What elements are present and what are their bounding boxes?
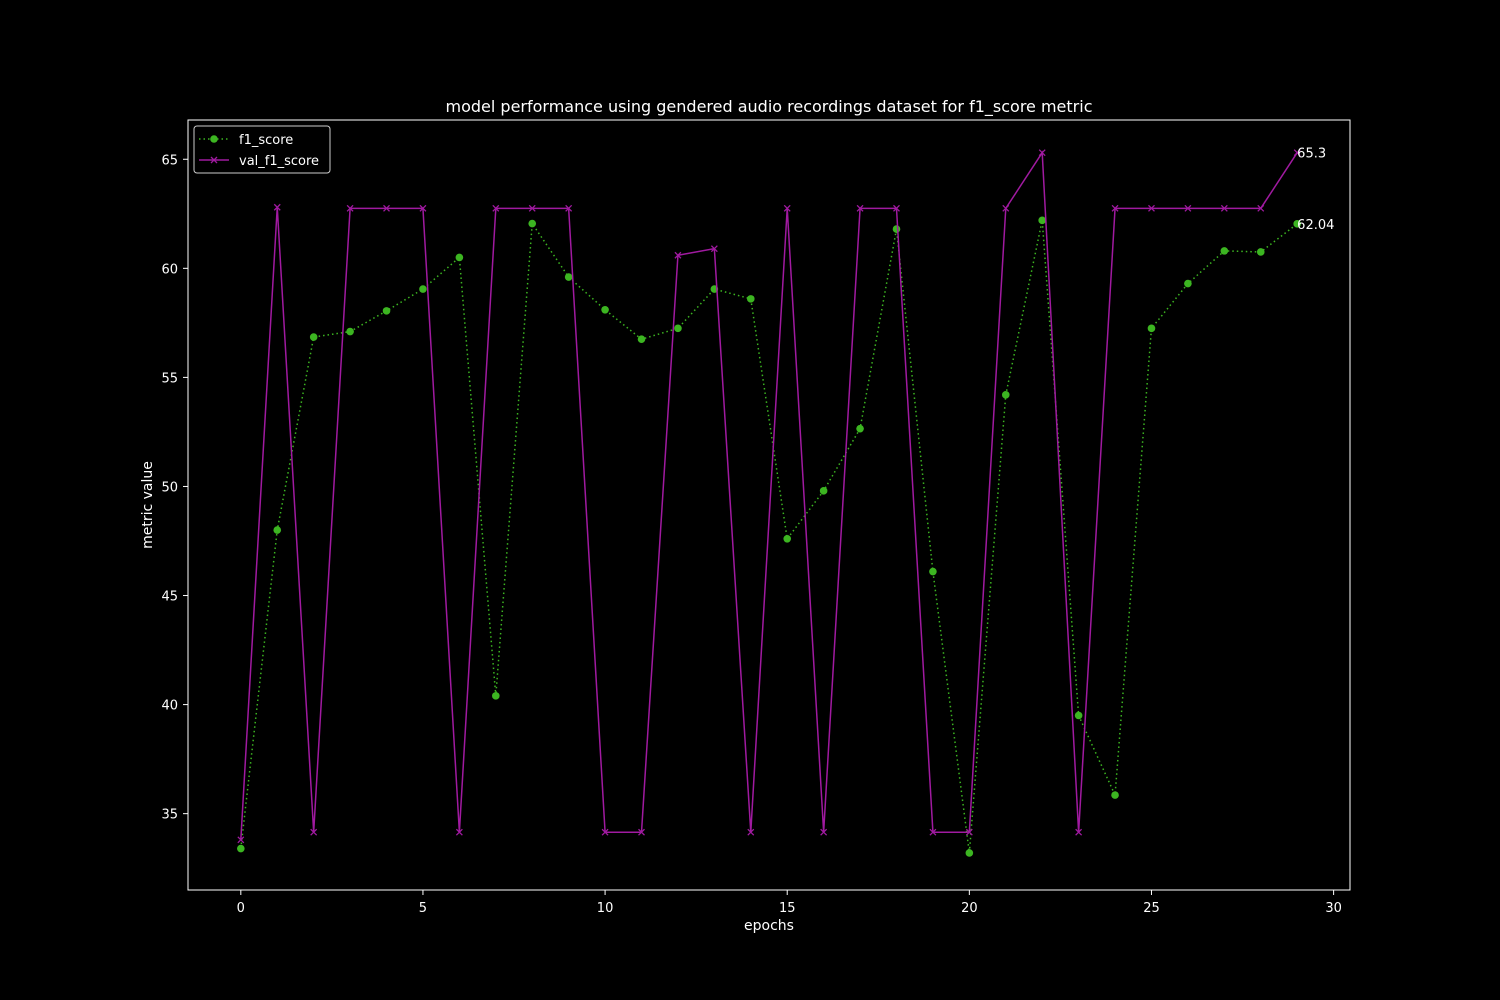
- data-point: [419, 285, 427, 293]
- data-point: [492, 692, 500, 700]
- data-point: [237, 844, 245, 853]
- y-tick-label: 35: [161, 808, 178, 823]
- data-point: [783, 204, 791, 212]
- x-tick-label: 10: [597, 901, 614, 916]
- x-axis: 0 5 10 15 20 25 30: [237, 890, 1342, 916]
- data-point: [1257, 204, 1265, 212]
- series-val_f1_score: 65.3: [237, 147, 1326, 844]
- data-point: [783, 535, 792, 543]
- x-tick-label: 30: [1325, 901, 1342, 916]
- series-line-f1_score: [240, 220, 1298, 854]
- y-tick-label: 65: [161, 153, 178, 168]
- data-point: [820, 828, 828, 836]
- data-point: [1001, 391, 1010, 399]
- data-point: [1220, 247, 1229, 255]
- data-point: [528, 219, 537, 228]
- plot-area: 62.04 65.3: [237, 147, 1334, 857]
- data-point: [1148, 204, 1155, 212]
- data-point: [383, 204, 390, 212]
- data-point: [1111, 204, 1119, 212]
- data-point: [1293, 149, 1301, 157]
- data-point: [1002, 204, 1010, 212]
- data-point: [856, 204, 864, 212]
- data-point: [419, 204, 427, 212]
- data-point: [819, 487, 828, 495]
- data-point: [1293, 220, 1301, 228]
- data-point: [965, 828, 973, 836]
- legend: f1_score val_f1_score: [193, 125, 331, 174]
- data-point: [346, 204, 354, 212]
- data-point: [382, 307, 391, 315]
- data-point: [674, 251, 682, 259]
- data-point: [601, 828, 609, 836]
- data-point: [892, 225, 901, 233]
- data-point: [565, 204, 573, 212]
- x-tick-label: 25: [1143, 901, 1160, 916]
- data-point: [273, 203, 281, 211]
- x-tick-label: 15: [779, 901, 796, 916]
- data-point: [893, 204, 900, 212]
- data-point: [455, 253, 464, 262]
- data-point: [455, 828, 463, 836]
- data-point: [1147, 324, 1156, 333]
- end-value-label: 62.04: [1297, 218, 1334, 233]
- data-point: [929, 828, 937, 836]
- data-point: [1184, 204, 1192, 212]
- x-tick-label: 0: [237, 901, 245, 916]
- data-point: [1111, 791, 1119, 799]
- data-point: [710, 245, 718, 253]
- legend-swatch-marker: [210, 135, 218, 143]
- legend-swatch-marker: [210, 156, 218, 164]
- legend-label: f1_score: [239, 133, 293, 148]
- data-point: [1074, 711, 1083, 720]
- y-axis-label: metric value: [140, 461, 156, 549]
- data-point: [492, 204, 500, 212]
- y-axis: 35 40 45 50 55 60 65: [161, 153, 188, 823]
- plot-frame: [187, 119, 1351, 891]
- data-point: [1075, 828, 1083, 836]
- y-tick-label: 50: [161, 480, 178, 495]
- data-point: [746, 295, 755, 303]
- end-value-label: 65.3: [1297, 147, 1326, 162]
- legend-box: [193, 125, 331, 174]
- data-point: [1038, 149, 1046, 157]
- chart-title: model performance using gendered audio r…: [446, 97, 1093, 117]
- data-point: [674, 324, 682, 333]
- x-axis-label: epochs: [744, 918, 794, 934]
- x-tick-label: 5: [419, 901, 427, 916]
- data-point: [346, 327, 354, 336]
- data-point: [638, 828, 645, 836]
- data-point: [856, 424, 864, 433]
- series-f1_score: 62.04: [237, 216, 1334, 857]
- data-point: [237, 836, 245, 844]
- data-point: [965, 849, 974, 857]
- y-tick-label: 45: [161, 590, 178, 605]
- y-tick-label: 40: [161, 699, 178, 714]
- series-line-val_f1_score: [240, 150, 1298, 840]
- data-point: [528, 204, 536, 212]
- data-point: [1256, 248, 1265, 256]
- x-tick-label: 20: [961, 901, 978, 916]
- data-point: [601, 305, 609, 314]
- data-point: [1038, 216, 1046, 225]
- data-point: [564, 273, 573, 281]
- data-point: [310, 828, 318, 836]
- y-tick-label: 60: [161, 262, 178, 277]
- data-point: [747, 828, 755, 836]
- legend-label: val_f1_score: [239, 154, 319, 169]
- data-point: [1184, 279, 1192, 288]
- data-point: [309, 333, 318, 341]
- y-tick-label: 55: [161, 371, 178, 386]
- data-point: [273, 526, 282, 534]
- data-point: [929, 567, 937, 576]
- data-point: [637, 335, 646, 344]
- data-point: [1220, 204, 1228, 212]
